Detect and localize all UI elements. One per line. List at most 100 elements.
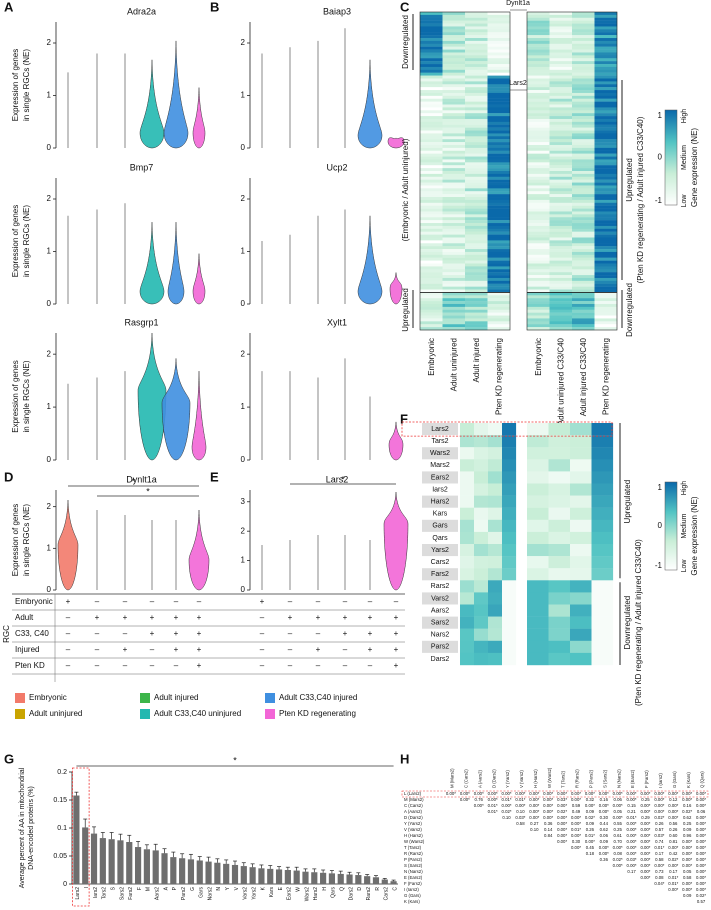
heatmap-cell: [594, 159, 618, 163]
heatmap-cell: [549, 194, 573, 198]
cell: 0.00*: [640, 857, 650, 862]
heatmap-cell: [465, 38, 488, 42]
heatmap-cell: [572, 147, 595, 151]
y-axis-label: Expression of genes: [11, 504, 20, 577]
heatmap-cell: [527, 292, 550, 296]
heatmap-cell: [487, 277, 511, 282]
sign: +: [66, 597, 71, 606]
heatmap-cell: [594, 168, 618, 172]
heatmap-cell: [572, 55, 595, 59]
heatmap-cell: [572, 176, 595, 180]
heatmap-cell: [570, 495, 592, 508]
heatmap-cell: [549, 113, 573, 117]
heatmap-cell: [465, 66, 488, 71]
cell: 0.00*: [696, 791, 706, 796]
heatmap-cell: [420, 127, 443, 131]
cell: 0.16: [683, 803, 692, 808]
heatmap-cell: [572, 321, 595, 325]
heatmap-cell: [527, 234, 550, 238]
heatmap-cell: [487, 220, 511, 224]
bar: [267, 868, 274, 884]
heatmap-cell: [591, 580, 614, 593]
sign: +: [394, 661, 399, 670]
sign: –: [123, 661, 128, 670]
heatmap-cell: [549, 121, 573, 125]
heatmap-cell: [594, 124, 618, 128]
heatmap-cell: [527, 43, 550, 47]
cell: 0.00*: [640, 839, 650, 844]
heatmap-cell: [487, 168, 511, 172]
heatmap-cell: [420, 269, 443, 273]
legend-label: Pten KD regenerating: [279, 709, 356, 718]
heatmap-cell: [420, 32, 443, 36]
heatmap-cell: [420, 289, 443, 293]
heatmap-cell: [465, 301, 488, 305]
heatmap-cell: [572, 318, 595, 322]
heatmap-cell: [594, 49, 618, 53]
sign: +: [150, 613, 155, 622]
heatmap-cell: [442, 121, 466, 125]
heatmap-cell: [548, 652, 571, 666]
cell: 0.00*: [696, 845, 706, 850]
heatmap-cell: [570, 556, 592, 569]
heatmap-cell: [487, 156, 511, 160]
heatmap-cell: [474, 628, 489, 641]
x-tick-label: Kars: [269, 887, 275, 898]
sign: –: [288, 645, 293, 654]
bar: [240, 866, 247, 884]
heatmap-cell: [594, 202, 618, 206]
heatmap-cell: [594, 116, 618, 120]
heatmap-cell: [420, 130, 443, 134]
bar: [381, 879, 388, 884]
y-tick-label: 0: [63, 881, 67, 888]
sign: –: [197, 597, 202, 606]
cell: 0.00*: [557, 827, 567, 832]
sign: +: [368, 613, 373, 622]
heatmap-cell: [465, 321, 488, 325]
heatmap-cell: [442, 257, 466, 261]
row-header: W (Wars2): [404, 839, 425, 844]
y-tick-label: 2: [47, 38, 52, 47]
heatmap-cell: [594, 98, 618, 102]
heatmap-cell: [549, 107, 573, 111]
heatmap-cell: [442, 127, 466, 131]
heatmap-cell: [527, 130, 550, 134]
cell: 0.00*: [599, 845, 609, 850]
heatmap-cell: [442, 162, 466, 166]
y-tick-label: 1: [241, 91, 246, 100]
heatmap-cell: [549, 40, 573, 44]
heatmap-cell: [594, 20, 618, 24]
heatmap-cell: [527, 162, 550, 166]
heatmap-cell: [420, 191, 443, 195]
sign: +: [316, 645, 321, 654]
heatmap-cell: [465, 315, 488, 319]
heatmap-cell: [549, 202, 573, 206]
heatmap-cell: [572, 168, 595, 172]
column-header: W (Wars2): [547, 767, 552, 788]
heatmap-cell: [420, 306, 443, 310]
heatmap-cell: [487, 87, 511, 91]
heatmap-cell: [572, 191, 595, 195]
heatmap-cell: [572, 246, 595, 250]
x-tick-label: Hars2: [313, 887, 319, 901]
panel-label: C: [400, 0, 410, 14]
cell: 0.84: [544, 833, 553, 838]
cell: 0.32: [586, 797, 595, 802]
heatmap-cell: [594, 292, 618, 296]
heatmap-cell: [527, 110, 550, 114]
heatmap-cell: [465, 292, 488, 296]
y-axis-label: in single RGCs (NE): [22, 504, 31, 576]
heatmap-cell: [442, 20, 466, 24]
heatmap-cell: [460, 507, 475, 520]
heatmap-cell: [594, 303, 618, 308]
heatmap-cell: [549, 257, 573, 261]
heatmap-cell: [465, 92, 488, 97]
heatmap-cell: [548, 544, 571, 557]
heatmap-cell: [594, 69, 618, 73]
y-tick-label: 1: [241, 247, 246, 256]
heatmap-cell: [465, 43, 488, 47]
heatmap-cell: [465, 153, 488, 157]
heatmap-cell: [465, 144, 488, 149]
heatmap-cell: [442, 26, 466, 30]
